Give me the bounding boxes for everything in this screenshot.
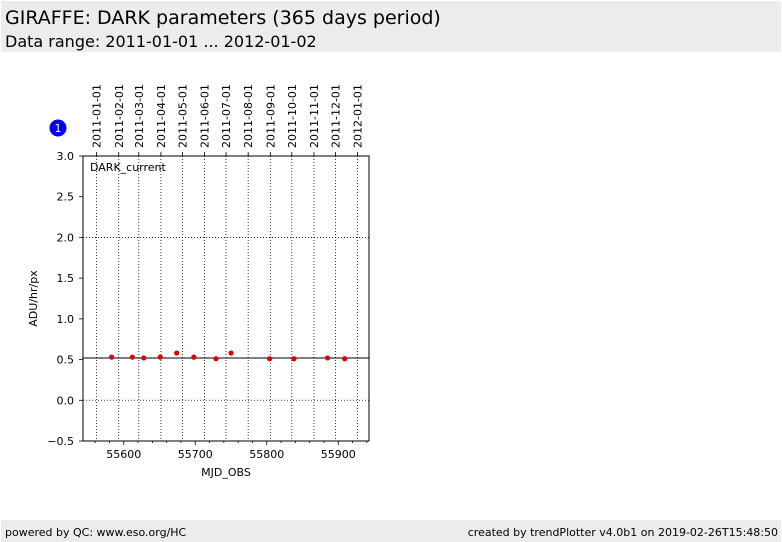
page-footer: powered by QC: www.eso.org/HC created by… [1, 520, 781, 542]
data-point [141, 355, 147, 361]
y-tick-label: 0.0 [57, 394, 75, 407]
date-tick-label: 2011-07-01 [220, 84, 233, 148]
date-tick-label: 2011-12-01 [329, 84, 342, 148]
data-point [191, 354, 197, 360]
data-point [324, 355, 331, 361]
footer-credit: powered by QC: www.eso.org/HC [5, 526, 187, 539]
y-tick-label: 1.5 [57, 272, 75, 285]
date-tick-label: 2011-01-01 [91, 84, 104, 148]
x-axis: 55600 55700 55800 55900 [94, 441, 368, 461]
data-point [342, 356, 348, 362]
date-tick-label: 2012-01-01 [352, 84, 365, 148]
x-tick-label: 55900 [321, 448, 356, 461]
data-point [109, 354, 115, 360]
y-tick-label: −0.5 [47, 435, 74, 448]
date-tick-label: 2011-09-01 [264, 84, 277, 148]
date-tick-label: 2011-10-01 [286, 84, 299, 148]
y-tick-label: 0.5 [57, 354, 75, 367]
data-point [174, 350, 180, 356]
date-tick-label: 2011-08-01 [242, 84, 255, 148]
panel-number-badge[interactable]: 1 [49, 119, 67, 137]
x-tick-label: 55600 [106, 448, 141, 461]
data-points [109, 350, 348, 362]
y-tick-label: 2.5 [57, 191, 75, 204]
data-point [129, 354, 135, 360]
y-tick-label: 1.0 [57, 313, 75, 326]
data-point [157, 354, 163, 360]
date-tick-label: 2011-04-01 [155, 84, 168, 148]
date-tick-label: 2011-03-01 [133, 84, 146, 148]
data-point [213, 356, 219, 362]
x-tick-label: 55700 [178, 448, 213, 461]
data-point [228, 350, 234, 356]
date-axis: 2011-01-01 2011-02-01 2011-03-01 2011-04-01… [91, 84, 365, 156]
x-tick-label: 55800 [249, 448, 284, 461]
date-tick-label: 2011-02-01 [113, 84, 126, 148]
panel-number: 1 [55, 122, 62, 135]
page-title: GIRAFFE: DARK parameters (365 days perio… [5, 7, 441, 29]
date-tick-label: 2011-05-01 [176, 84, 189, 148]
x-axis-label: MJD_OBS [201, 466, 251, 479]
page-header: GIRAFFE: DARK parameters (365 days perio… [1, 1, 781, 52]
footer-created: created by trendPlotter v4.0b1 on 2019-0… [467, 526, 778, 539]
y-tick-label: 2.0 [57, 231, 75, 244]
y-tick-label: 3.0 [57, 150, 75, 163]
y-axis: −0.5 0.0 0.5 1.0 1.5 2.0 2.5 3.0 [47, 150, 83, 448]
y-axis-label: ADU/hr/px [27, 270, 40, 327]
data-point [291, 356, 297, 362]
series-annotation: DARK_current [90, 161, 167, 174]
date-tick-label: 2011-11-01 [308, 84, 321, 148]
date-tick-label: 2011-06-01 [199, 84, 212, 148]
data-point [267, 356, 273, 362]
data-range: Data range: 2011-01-01 ... 2012-01-02 [5, 32, 317, 51]
date-gridlines [96, 156, 358, 441]
panel-number-circle [49, 119, 67, 137]
